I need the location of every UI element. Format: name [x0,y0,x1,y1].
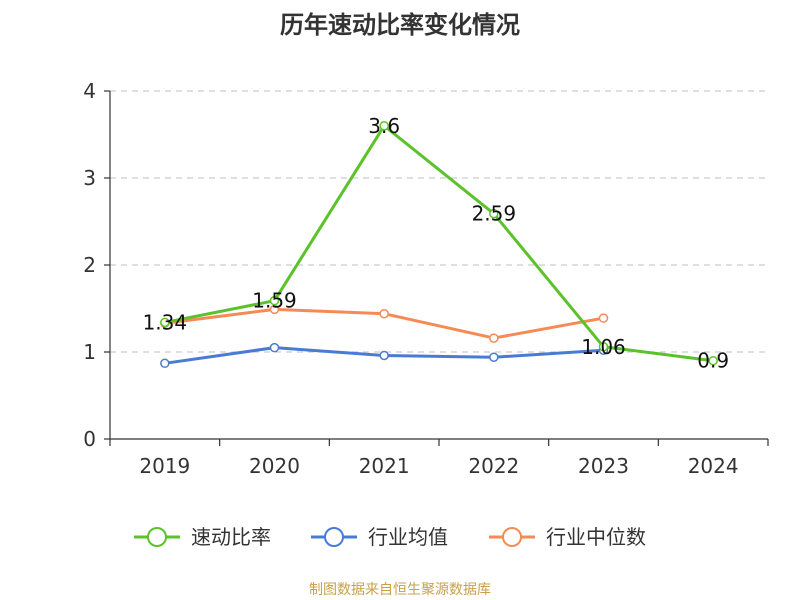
x-tick-label: 2024 [688,454,739,478]
y-tick-label: 1 [83,340,96,364]
data-point [269,295,280,306]
data-point [708,355,718,366]
series-line-0 [164,124,714,363]
chart-title: 历年速动比率变化情况 [280,11,520,39]
source-note: 制图数据来自恒生聚源数据库 [309,582,491,598]
y-tick-label: 0 [83,427,96,451]
data-point [379,121,389,131]
y-tick-label: 2 [83,253,96,277]
y-tick-label: 4 [83,79,96,103]
data-label: 2.59 [472,202,517,226]
data-point [489,333,499,343]
x-tick-label: 2021 [359,454,410,478]
legend-label: 速动比率 [191,525,271,549]
data-point [489,352,499,362]
data-point [598,313,609,323]
data-label: 1.59 [252,289,297,313]
data-label: 1.06 [581,335,626,359]
legend-marker [502,527,522,547]
x-tick-label: 2023 [578,454,629,478]
data-point [160,358,170,369]
data-point [379,308,389,319]
data-point [160,317,170,328]
legend-marker [324,527,344,547]
data-label: 3.6 [368,114,400,138]
data-point [269,342,280,353]
legend-marker [147,527,167,547]
legend[interactable]: 速动比率 行业均值 行业中位数 [134,525,646,549]
legend-label: 行业均值 [368,525,448,549]
legend-item-1[interactable]: 行业均值 [311,525,448,549]
data-label: 0.9 [697,349,729,373]
series [160,121,718,369]
data-point [598,342,609,352]
data-point [489,208,499,219]
legend-item-0[interactable]: 速动比率 [134,525,271,549]
data-point [379,350,389,361]
legend-item-2[interactable]: 行业中位数 [489,525,646,549]
x-tick-label: 2020 [249,454,300,478]
x-tick-label: 2019 [139,454,190,478]
y-tick-label: 3 [83,166,96,190]
data-label: 1.34 [143,310,188,334]
x-tick-label: 2022 [468,454,519,478]
data-labels: 1.34 1.59 3.6 2.59 1.06 0.9 [143,114,730,373]
axes: 0 1 2 3 4 2019 2020 2021 2022 2023 2024 [83,79,769,478]
legend-label: 行业中位数 [546,525,646,549]
